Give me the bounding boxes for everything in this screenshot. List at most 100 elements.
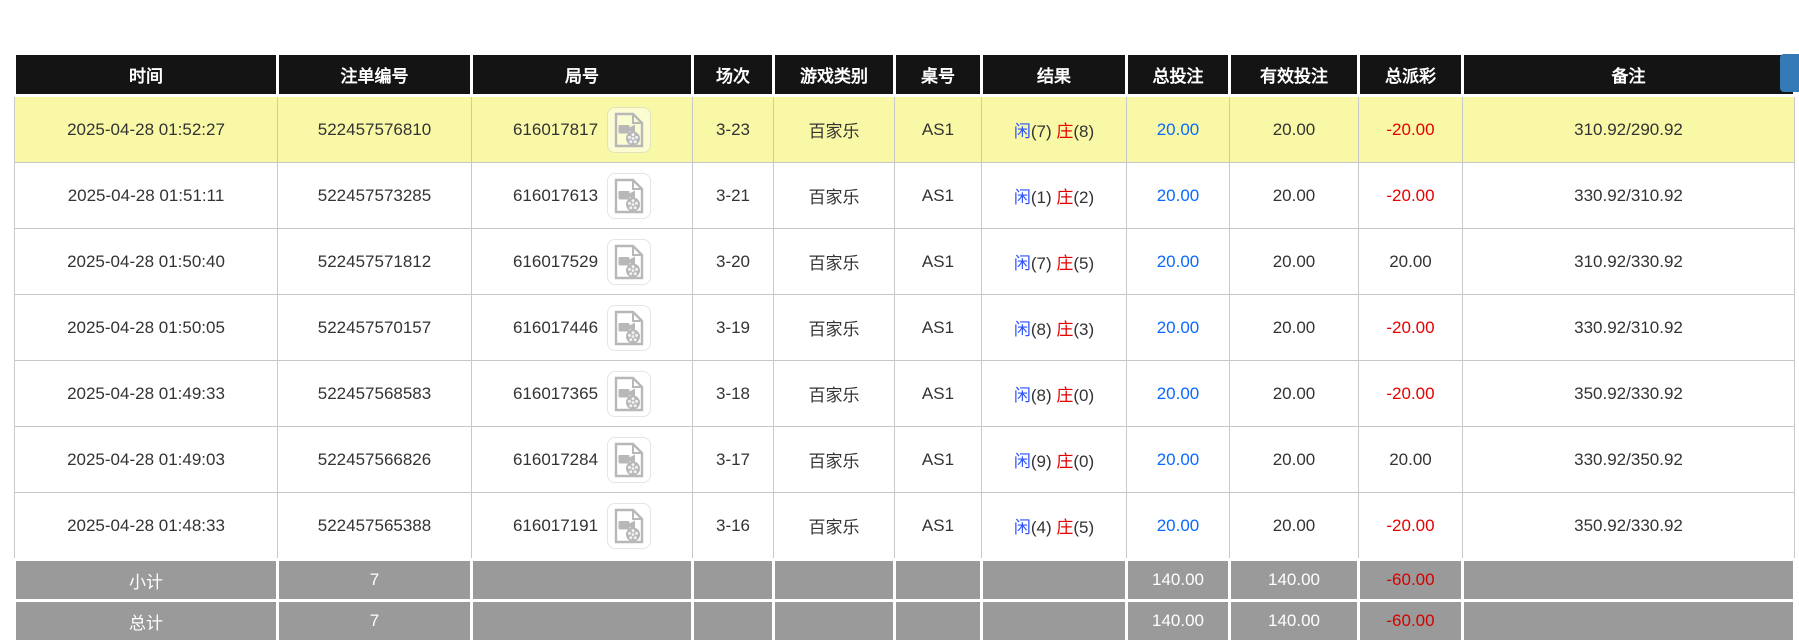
cell-valid-bet: 20.00 <box>1229 426 1359 493</box>
cell-summary-payout: -60.00 <box>1357 599 1464 642</box>
col-header-payout: 总派彩 <box>1357 52 1464 97</box>
cell-game-type: 百家乐 <box>773 426 895 493</box>
cell-payout: -20.00 <box>1358 95 1463 163</box>
banker-result-value: (2) <box>1073 188 1095 207</box>
cell-session: 3-21 <box>692 162 774 229</box>
col-header-round-no: 局号 <box>470 52 694 97</box>
player-result-value: (7) <box>1030 122 1052 141</box>
round-number: 616017191 <box>512 515 599 535</box>
video-replay-button[interactable] <box>607 502 652 549</box>
cell-result: 闲(7) 庄(8) <box>981 95 1127 163</box>
summary-row: 总计 7 140.00 140.00 -60.00 <box>13 599 1796 642</box>
cell-valid-bet: 20.00 <box>1229 360 1359 427</box>
table-row: 2025-04-28 01:50:05 522457570157 6160174… <box>14 294 1795 361</box>
cell-empty <box>470 599 694 642</box>
cell-total-bet[interactable]: 20.00 <box>1126 360 1230 427</box>
banker-result-value: (8) <box>1073 122 1095 141</box>
cell-round-no: 616017529 <box>471 228 693 295</box>
cell-game-type: 百家乐 <box>773 162 895 229</box>
bet-history-table: 时间 注单编号 局号 场次 游戏类别 桌号 结果 总投注 有效投注 总派彩 备注… <box>13 52 1796 642</box>
player-result-label: 闲 <box>1013 122 1031 141</box>
cell-time: 2025-04-28 01:48:33 <box>14 492 278 560</box>
video-replay-button[interactable] <box>607 304 652 351</box>
col-header-table-no: 桌号 <box>893 52 983 97</box>
video-file-icon <box>614 178 644 213</box>
cell-summary-valid-bet: 140.00 <box>1228 599 1360 642</box>
cell-time: 2025-04-28 01:52:27 <box>14 95 278 163</box>
cell-total-bet[interactable]: 20.00 <box>1126 294 1230 361</box>
col-header-session: 场次 <box>691 52 775 97</box>
cell-total-bet[interactable]: 20.00 <box>1126 95 1230 163</box>
cell-payout: 20.00 <box>1358 426 1463 493</box>
cell-summary-payout: -60.00 <box>1357 558 1464 602</box>
cell-result: 闲(4) 庄(5) <box>981 492 1127 560</box>
banker-result-value: (3) <box>1073 320 1095 339</box>
cell-game-type: 百家乐 <box>773 294 895 361</box>
cell-session: 3-16 <box>692 492 774 560</box>
cell-bet-no: 522457570157 <box>277 294 472 361</box>
table-row: 2025-04-28 01:50:40 522457571812 6160175… <box>14 228 1795 295</box>
cell-table-no: AS1 <box>894 228 982 295</box>
video-file-icon <box>614 442 644 477</box>
player-result-value: (1) <box>1030 188 1052 207</box>
cell-empty <box>893 558 983 602</box>
video-file-icon <box>614 112 644 147</box>
cell-session: 3-19 <box>692 294 774 361</box>
banker-result-label: 庄 <box>1056 188 1074 207</box>
video-replay-button[interactable] <box>607 436 652 483</box>
cell-remark: 310.92/330.92 <box>1462 228 1795 295</box>
cell-total-bet[interactable]: 20.00 <box>1126 426 1230 493</box>
round-number: 616017529 <box>512 251 599 271</box>
cell-empty <box>980 599 1128 642</box>
cell-empty <box>691 599 775 642</box>
banker-result-label: 庄 <box>1056 452 1074 471</box>
banker-result-value: (0) <box>1073 452 1095 471</box>
cell-table-no: AS1 <box>894 492 982 560</box>
cell-summary-label: 小计 <box>13 558 279 602</box>
video-file-icon <box>614 508 644 543</box>
cell-payout: 20.00 <box>1358 228 1463 295</box>
cell-payout: -20.00 <box>1358 360 1463 427</box>
banker-result-label: 庄 <box>1056 254 1074 273</box>
player-result-value: (4) <box>1030 518 1052 537</box>
cell-empty <box>980 558 1128 602</box>
player-result-label: 闲 <box>1013 320 1031 339</box>
banker-result-label: 庄 <box>1056 320 1074 339</box>
round-number: 616017365 <box>512 383 599 403</box>
cell-bet-no: 522457576810 <box>277 95 472 163</box>
cell-round-no: 616017613 <box>471 162 693 229</box>
cell-empty <box>1461 599 1796 642</box>
cell-remark: 310.92/290.92 <box>1462 95 1795 163</box>
cell-table-no: AS1 <box>894 162 982 229</box>
banker-result-label: 庄 <box>1056 518 1074 537</box>
player-result-value: (7) <box>1030 254 1052 273</box>
cell-summary-valid-bet: 140.00 <box>1228 558 1360 602</box>
player-result-value: (8) <box>1030 386 1052 405</box>
player-result-value: (8) <box>1030 320 1052 339</box>
cell-table-no: AS1 <box>894 426 982 493</box>
cell-summary-total-bet: 140.00 <box>1125 558 1231 602</box>
banker-result-label: 庄 <box>1056 386 1074 405</box>
banker-result-value: (5) <box>1073 518 1095 537</box>
cell-remark: 330.92/310.92 <box>1462 162 1795 229</box>
cell-round-no: 616017446 <box>471 294 693 361</box>
cell-game-type: 百家乐 <box>773 360 895 427</box>
cell-result: 闲(7) 庄(5) <box>981 228 1127 295</box>
cell-total-bet[interactable]: 20.00 <box>1126 228 1230 295</box>
cell-empty <box>470 558 694 602</box>
table-row: 2025-04-28 01:48:33 522457565388 6160171… <box>14 492 1795 560</box>
cell-total-bet[interactable]: 20.00 <box>1126 162 1230 229</box>
video-replay-button[interactable] <box>607 106 652 153</box>
cell-total-bet[interactable]: 20.00 <box>1126 492 1230 560</box>
summary-row: 小计 7 140.00 140.00 -60.00 <box>13 558 1796 602</box>
top-right-button[interactable] <box>1780 54 1799 92</box>
video-replay-button[interactable] <box>607 172 652 219</box>
cell-result: 闲(9) 庄(0) <box>981 426 1127 493</box>
cell-time: 2025-04-28 01:51:11 <box>14 162 278 229</box>
col-header-game-type: 游戏类别 <box>772 52 896 97</box>
table-row: 2025-04-28 01:51:11 522457573285 6160176… <box>14 162 1795 229</box>
cell-time: 2025-04-28 01:50:05 <box>14 294 278 361</box>
cell-empty <box>772 558 896 602</box>
video-replay-button[interactable] <box>607 238 652 285</box>
video-replay-button[interactable] <box>607 370 652 417</box>
